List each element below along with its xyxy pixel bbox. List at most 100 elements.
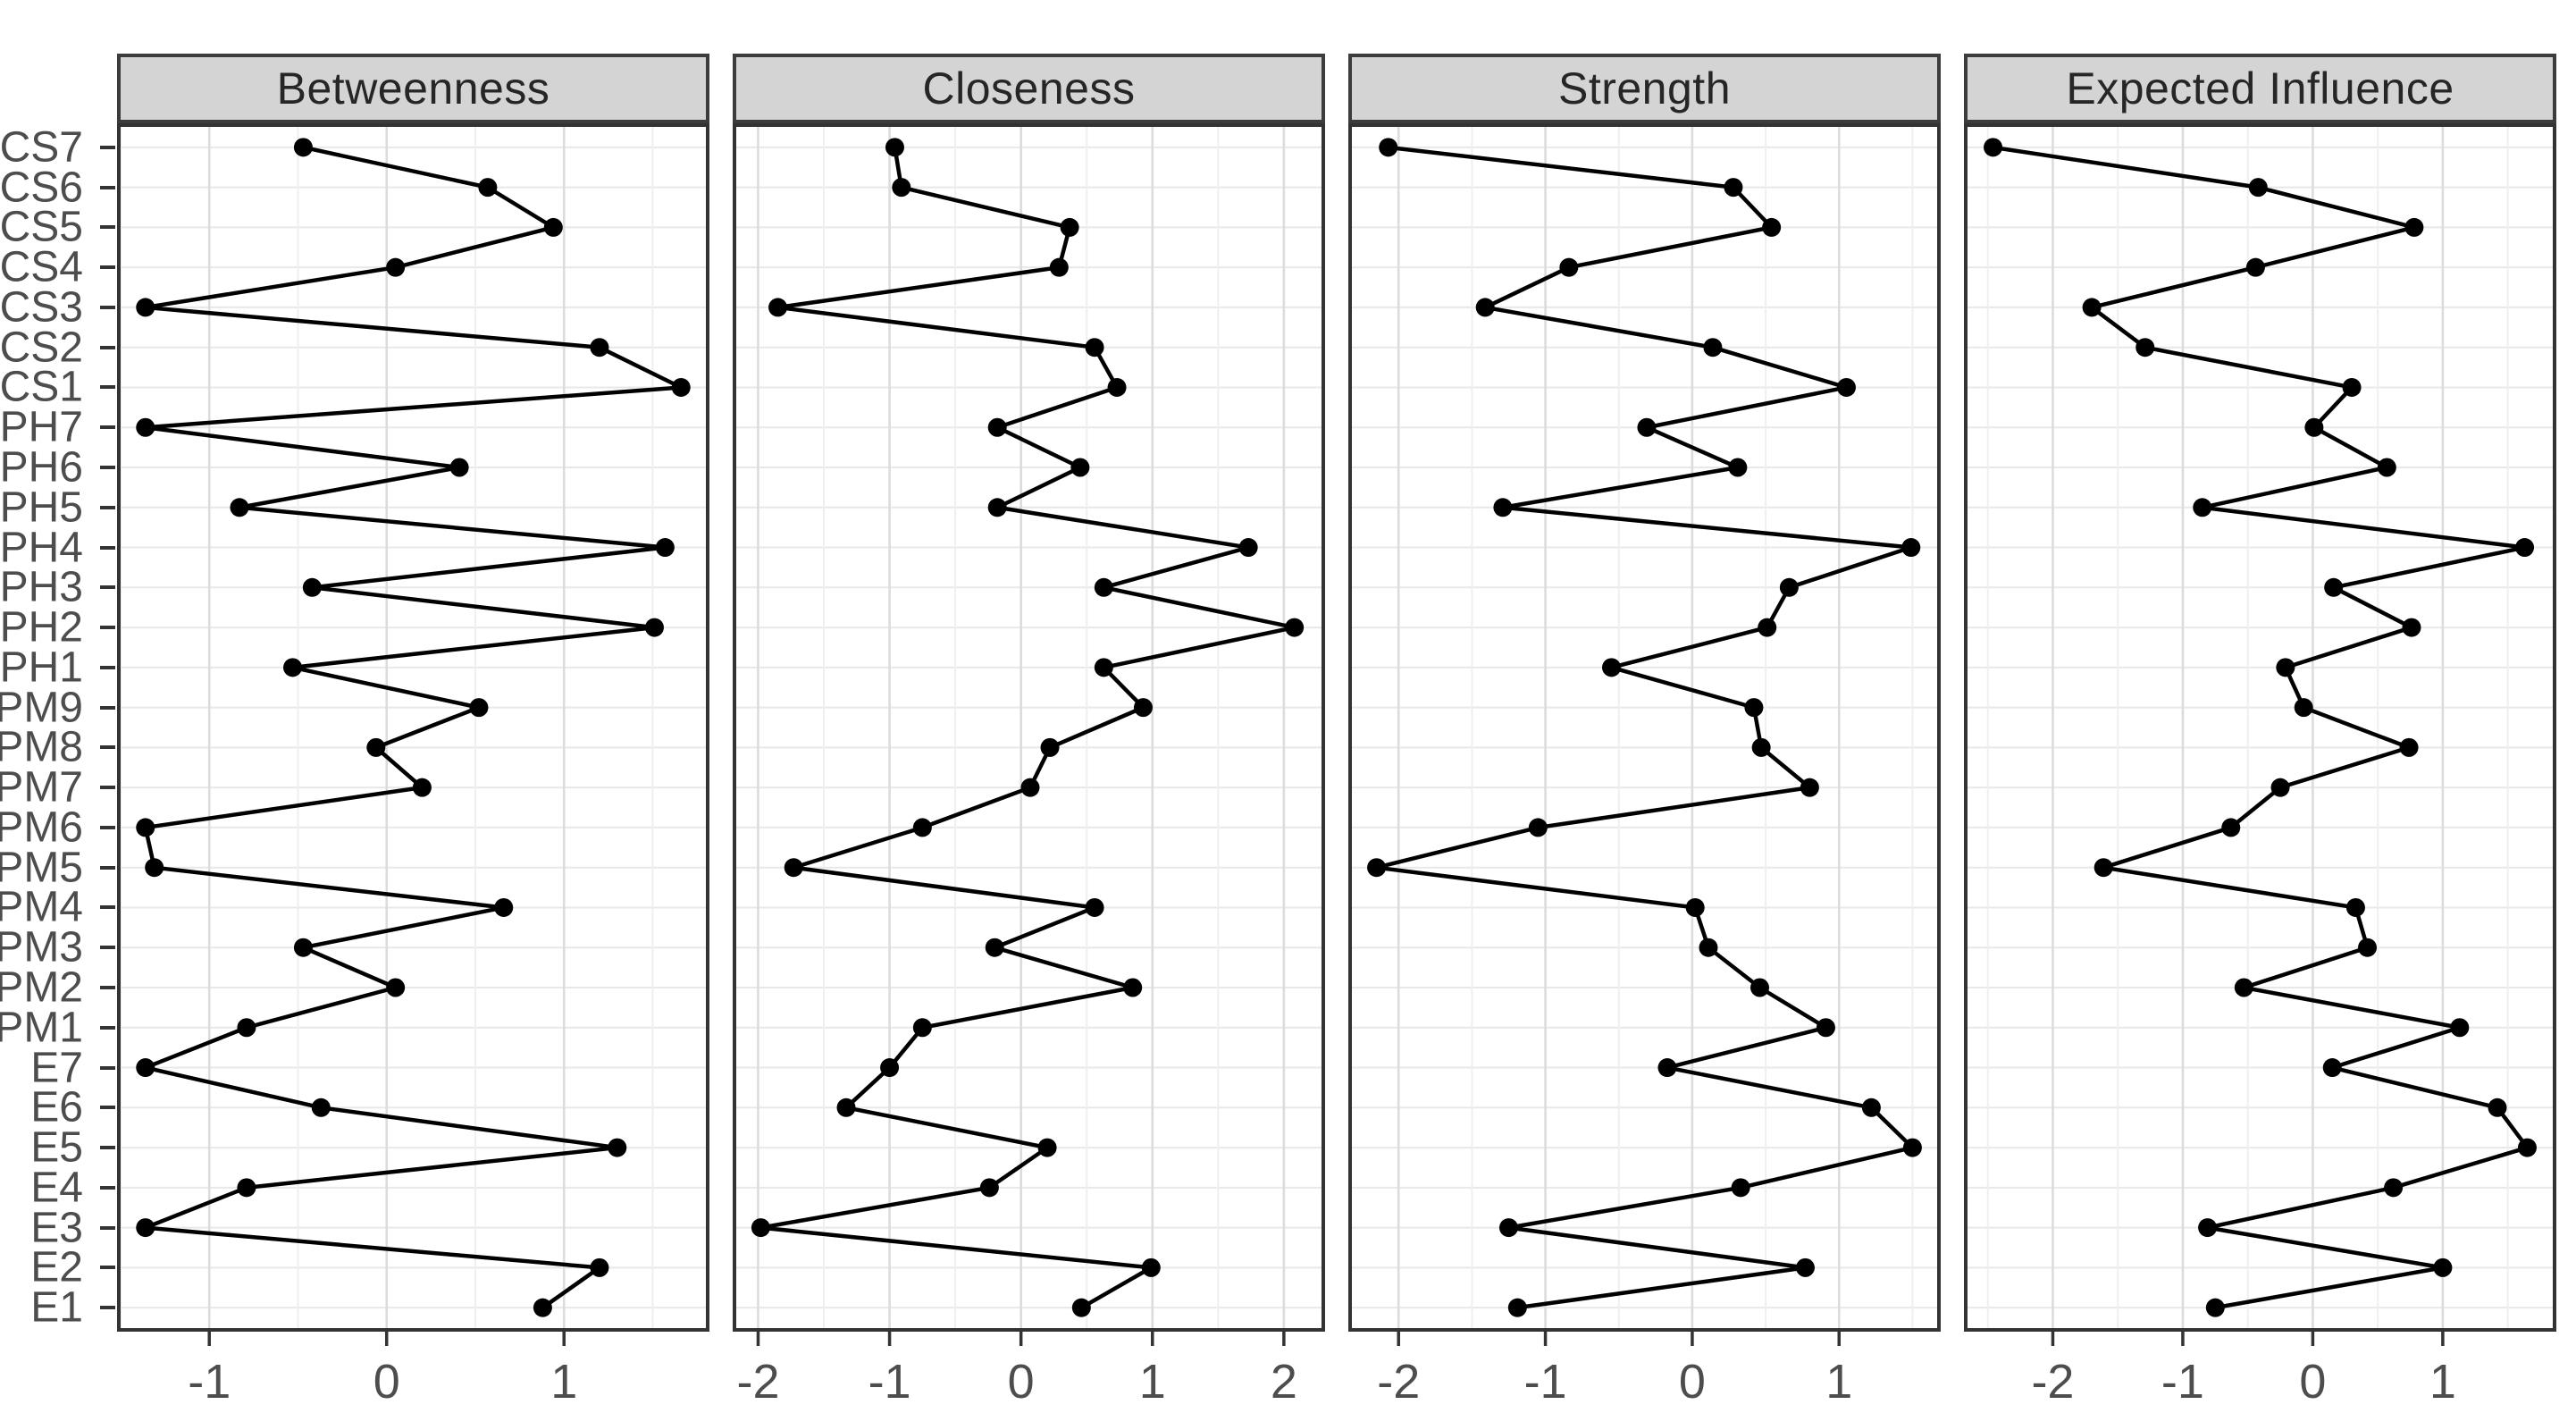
y-axis-tick	[100, 1146, 115, 1150]
y-axis-tick	[100, 1306, 115, 1310]
y-axis-label: PH3	[0, 563, 83, 611]
facet-panel-betweenness: Betweenness -1 0 1	[117, 54, 709, 1413]
data-point	[892, 178, 911, 198]
data-point	[386, 257, 406, 277]
data-point	[1699, 938, 1718, 957]
data-point	[1060, 217, 1079, 237]
data-point	[469, 698, 489, 718]
data-point	[1475, 298, 1495, 317]
data-series	[1367, 138, 1922, 1317]
y-axis-tick	[100, 985, 115, 989]
y-axis-tick	[100, 145, 115, 149]
y-axis: CS7 CS6 CS5 CS4 CS3 CS2 CS1 PH7 PH6 PH5 PH4 PH3 PH2 P…	[0, 123, 117, 1332]
data-point	[293, 138, 313, 157]
y-axis-tick	[100, 505, 115, 509]
data-point	[136, 298, 155, 317]
x-tick-label: -1	[1524, 1355, 1567, 1409]
y-axis-tick	[100, 1025, 115, 1030]
row-gridlines	[1350, 146, 1939, 1309]
data-point	[1379, 138, 1398, 157]
data-point	[2377, 458, 2396, 477]
data-point	[1901, 538, 1921, 558]
y-axis-label: E7	[30, 1044, 83, 1092]
y-axis-label: CS3	[0, 283, 83, 332]
row-gridlines	[734, 146, 1323, 1309]
data-point	[311, 1098, 331, 1117]
data-point	[2384, 1178, 2404, 1198]
data-series	[1984, 138, 2537, 1317]
data-point	[1728, 458, 1748, 477]
y-axis-label: PH5	[0, 484, 83, 532]
data-point	[2248, 178, 2268, 198]
data-point	[2094, 858, 2113, 878]
data-point	[386, 978, 406, 997]
data-point	[1836, 377, 1856, 397]
x-tick-label: 2	[1271, 1355, 1297, 1409]
expected-influence-plot: -2 -1 0 1	[1964, 123, 2556, 1409]
data-point	[1779, 577, 1799, 597]
data-point	[136, 1218, 155, 1238]
data-point	[1040, 737, 1060, 757]
y-axis-label: PM3	[0, 923, 83, 971]
facet-title: Betweenness	[276, 63, 550, 114]
data-point	[912, 1018, 932, 1038]
y-axis-label: PH4	[0, 524, 83, 572]
data-point	[671, 377, 691, 397]
y-axis-label: PM4	[0, 883, 83, 931]
data-point	[2276, 658, 2295, 677]
y-axis-label: PH2	[0, 603, 83, 652]
facet-header-betweenness: Betweenness	[117, 54, 709, 123]
data-point	[751, 1218, 770, 1238]
data-point	[1238, 538, 1258, 558]
data-point	[1703, 338, 1723, 357]
data-point	[1085, 338, 1104, 357]
data-point	[1493, 498, 1513, 517]
data-point	[655, 538, 675, 558]
data-point	[1861, 1098, 1881, 1117]
data-point	[1724, 178, 1743, 198]
data-point	[2270, 778, 2290, 797]
y-axis-label: PM8	[0, 723, 83, 771]
data-point	[1657, 1058, 1677, 1078]
y-axis-label: PM5	[0, 844, 83, 892]
data-point	[590, 338, 609, 357]
data-point	[590, 1257, 609, 1277]
data-point	[494, 897, 514, 917]
facet-panel-expected-influence: Expected Influence -2 -1 0 1	[1964, 54, 2556, 1413]
row-gridlines	[1966, 146, 2555, 1309]
y-axis-tick	[100, 905, 115, 910]
y-axis-label: E6	[30, 1083, 83, 1131]
y-axis-label: E5	[30, 1123, 83, 1172]
y-axis-label: CS4	[0, 243, 83, 291]
data-point	[1507, 1298, 1527, 1317]
data-point	[2324, 577, 2344, 597]
x-tick-label: -1	[2161, 1355, 2204, 1409]
data-point	[1602, 658, 1622, 677]
y-axis-tick	[100, 185, 115, 189]
data-point	[449, 458, 469, 477]
y-axis-tick	[100, 1225, 115, 1230]
data-point	[2135, 338, 2155, 357]
data-point	[1795, 1257, 1815, 1277]
x-tick-label: 0	[2299, 1355, 2326, 1409]
y-axis-label: PH6	[0, 443, 83, 492]
x-tick-label: 0	[1008, 1355, 1035, 1409]
x-gridlines	[1986, 125, 2509, 1330]
data-point	[1123, 978, 1143, 997]
data-point	[1902, 1138, 1922, 1157]
data-point	[985, 938, 1004, 957]
data-point	[1085, 897, 1104, 917]
data-point	[1094, 577, 1113, 597]
strength-plot: -2 -1 0 1	[1348, 123, 1941, 1409]
y-axis-tick	[100, 1065, 115, 1070]
data-point	[2193, 498, 2212, 517]
data-point	[1141, 1257, 1161, 1277]
y-axis-tick	[100, 786, 115, 790]
facet-panel-strength: Strength -2 -1 0 1	[1348, 54, 1941, 1413]
data-point	[533, 1298, 552, 1317]
betweenness-plot: -1 0 1	[117, 123, 709, 1409]
data-point	[1751, 737, 1771, 757]
data-point	[136, 818, 155, 837]
data-point	[1107, 377, 1127, 397]
x-tick-label: -2	[1377, 1355, 1420, 1409]
